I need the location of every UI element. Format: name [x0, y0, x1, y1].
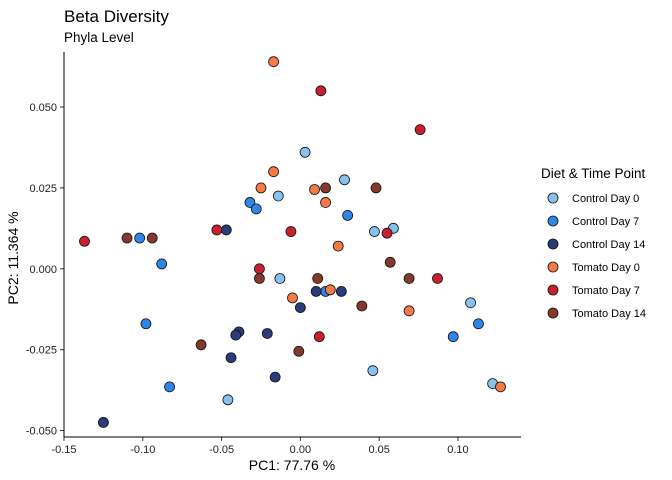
- point-control-day-7: [156, 258, 168, 270]
- point-tomato-day-0: [324, 284, 336, 296]
- point-tomato-day-14: [370, 182, 382, 194]
- point-control-day-14: [261, 328, 273, 339]
- point-tomato-day-7: [211, 224, 223, 236]
- legend-label-control-day-7: Control Day 7: [572, 216, 639, 228]
- y-tick-label: 0.000: [29, 264, 57, 276]
- y-axis-ticks: -0.050 -0.025 0.000 0.025 0.050: [26, 102, 64, 438]
- x-tick-label: 0.10: [447, 444, 468, 456]
- point-tomato-day-0: [320, 197, 331, 208]
- x-axis-title: PC1: 77.76 %: [249, 457, 335, 473]
- y-tick-label: -0.025: [26, 345, 57, 357]
- legend-label-control-day-0: Control Day 0: [572, 193, 639, 205]
- point-tomato-day-7: [313, 331, 325, 343]
- point-tomato-day-0: [403, 305, 415, 317]
- point-control-day-7: [140, 318, 152, 330]
- point-control-day-7: [447, 331, 459, 343]
- point-control-day-14: [225, 352, 237, 364]
- legend-key-control-day-14: [547, 238, 559, 250]
- legend-key-tomato-day-7: [547, 284, 559, 296]
- point-tomato-day-14: [121, 232, 133, 244]
- point-tomato-day-7: [414, 124, 426, 136]
- point-control-day-7: [473, 318, 484, 330]
- x-axis-ticks: -0.15 -0.10 -0.05 0.00 0.05 0.10: [51, 437, 469, 456]
- point-control-day-0: [339, 174, 350, 186]
- point-tomato-day-14: [384, 256, 396, 268]
- legend-items: Control Day 0 Control Day 7 Control Day 14…: [547, 192, 646, 320]
- point-control-day-14: [220, 224, 232, 236]
- point-tomato-day-7: [381, 227, 393, 239]
- y-tick-label: 0.025: [29, 183, 57, 195]
- y-tick-label: 0.050: [29, 102, 57, 114]
- legend-key-control-day-0: [547, 192, 559, 204]
- point-control-day-14: [230, 329, 242, 341]
- point-tomato-day-0: [332, 240, 344, 252]
- point-tomato-day-14: [293, 345, 305, 357]
- point-tomato-day-14: [403, 273, 415, 284]
- y-axis-title: PC2: 11.364 %: [5, 211, 21, 304]
- point-control-day-0: [465, 297, 476, 309]
- point-control-day-0: [367, 365, 379, 377]
- point-control-day-14: [97, 417, 109, 428]
- x-tick-label: -0.15: [51, 444, 76, 456]
- point-tomato-day-7: [254, 263, 265, 275]
- legend-key-tomato-day-14: [547, 307, 559, 319]
- legend-label-tomato-day-7: Tomato Day 7: [572, 285, 640, 297]
- point-tomato-day-0: [287, 292, 298, 304]
- point-tomato-day-0: [255, 182, 267, 194]
- point-control-day-7: [244, 197, 256, 208]
- legend-key-control-day-7: [547, 215, 559, 227]
- legend-key-tomato-day-0: [547, 261, 559, 273]
- point-tomato-day-0: [309, 184, 320, 195]
- point-tomato-day-7: [315, 85, 327, 97]
- x-tick-label: 0.05: [368, 444, 389, 456]
- point-control-day-0: [274, 273, 286, 284]
- x-tick-label: 0.00: [290, 444, 311, 456]
- x-tick-label: -0.05: [209, 444, 234, 456]
- point-control-day-0: [299, 146, 311, 158]
- point-control-day-7: [342, 209, 354, 221]
- x-tick-label: -0.10: [130, 444, 155, 456]
- legend-label-control-day-14: Control Day 14: [572, 239, 645, 251]
- point-tomato-day-14: [312, 273, 324, 284]
- y-tick-label: -0.050: [26, 426, 57, 438]
- point-tomato-day-14: [320, 182, 331, 194]
- point-tomato-day-14: [254, 273, 265, 284]
- legend-label-tomato-day-0: Tomato Day 0: [572, 262, 640, 274]
- point-control-day-14: [310, 286, 322, 297]
- point-control-day-0: [369, 226, 380, 237]
- data-points: [79, 56, 506, 428]
- point-control-day-7: [164, 381, 175, 393]
- point-tomato-day-7: [432, 273, 443, 284]
- point-control-day-7: [250, 203, 262, 215]
- point-tomato-day-0: [495, 381, 506, 393]
- point-tomato-day-0: [268, 166, 279, 178]
- point-tomato-day-14: [356, 300, 368, 312]
- point-tomato-day-14: [146, 232, 158, 244]
- point-tomato-day-0: [268, 56, 279, 68]
- point-control-day-14: [269, 371, 281, 383]
- legend-label-tomato-day-14: Tomato Day 14: [572, 308, 646, 320]
- chart-subtitle: Phyla Level: [64, 30, 134, 45]
- point-control-day-0: [272, 190, 284, 202]
- point-control-day-7: [134, 232, 146, 244]
- point-control-day-0: [222, 394, 234, 406]
- point-control-day-14: [294, 302, 306, 313]
- chart-title: Beta Diversity: [64, 7, 169, 26]
- point-tomato-day-7: [79, 235, 90, 247]
- legend-title: Diet & Time Point: [541, 166, 646, 181]
- point-tomato-day-14: [195, 339, 207, 351]
- point-control-day-14: [335, 286, 347, 297]
- point-tomato-day-7: [285, 226, 297, 237]
